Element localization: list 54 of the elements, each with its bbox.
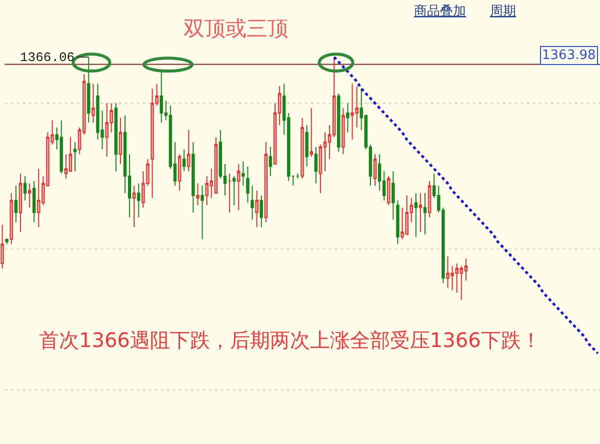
candlestick — [23, 176, 27, 201]
annotation: 1363.98 — [542, 48, 596, 63]
candlestick — [87, 56, 90, 124]
candlestick — [310, 108, 313, 158]
candlestick — [114, 102, 118, 172]
candlestick — [414, 192, 418, 238]
candlestick — [178, 154, 182, 192]
candlestick — [73, 142, 77, 172]
candlestick — [132, 185, 136, 228]
candlestick — [137, 182, 140, 218]
candlestick — [264, 142, 268, 223]
chart-title: 双顶或三顶 — [183, 16, 288, 40]
candlestick — [28, 182, 32, 208]
candlestick — [192, 142, 195, 214]
candlestick — [428, 180, 432, 218]
candlestick — [228, 173, 232, 214]
candlestick — [250, 185, 254, 220]
candlestick — [337, 93, 340, 152]
text: 商品叠加 — [414, 4, 466, 19]
candlestick — [418, 192, 422, 232]
candlestick — [260, 195, 263, 228]
annotation: 1366.06 — [20, 50, 75, 65]
candlestick — [10, 192, 13, 245]
candlestick — [237, 163, 240, 211]
candlestick — [214, 136, 218, 194]
candlestick — [387, 176, 390, 206]
candlestick — [232, 176, 236, 206]
candlestick — [187, 129, 190, 172]
candlestick — [373, 154, 377, 186]
text: 首次1366遇阻下跌，后期两次上涨全部受压1366下跌！ — [39, 328, 541, 352]
candlestick — [296, 173, 300, 180]
candlestick — [18, 173, 22, 232]
candlestick — [342, 108, 345, 155]
candlestick — [392, 170, 395, 220]
candlestick — [314, 146, 318, 184]
candlestick — [396, 200, 400, 245]
candlestick — [268, 146, 272, 177]
candlestick — [246, 166, 250, 204]
candlestick — [242, 161, 245, 186]
candlestick — [196, 182, 200, 206]
candlestick — [423, 192, 427, 235]
candlestick — [92, 83, 95, 124]
candlestick — [200, 185, 204, 240]
candlestick — [14, 185, 18, 223]
candlestick — [5, 238, 8, 245]
text: 周期 — [490, 4, 516, 19]
candlestick — [255, 190, 258, 228]
candlestick — [32, 180, 36, 223]
candlestick — [0, 224, 4, 269]
candlestick — [300, 117, 304, 180]
candlestick — [118, 117, 122, 164]
candlestick — [346, 102, 350, 133]
candlestick — [182, 148, 186, 172]
candlestick — [305, 124, 308, 167]
